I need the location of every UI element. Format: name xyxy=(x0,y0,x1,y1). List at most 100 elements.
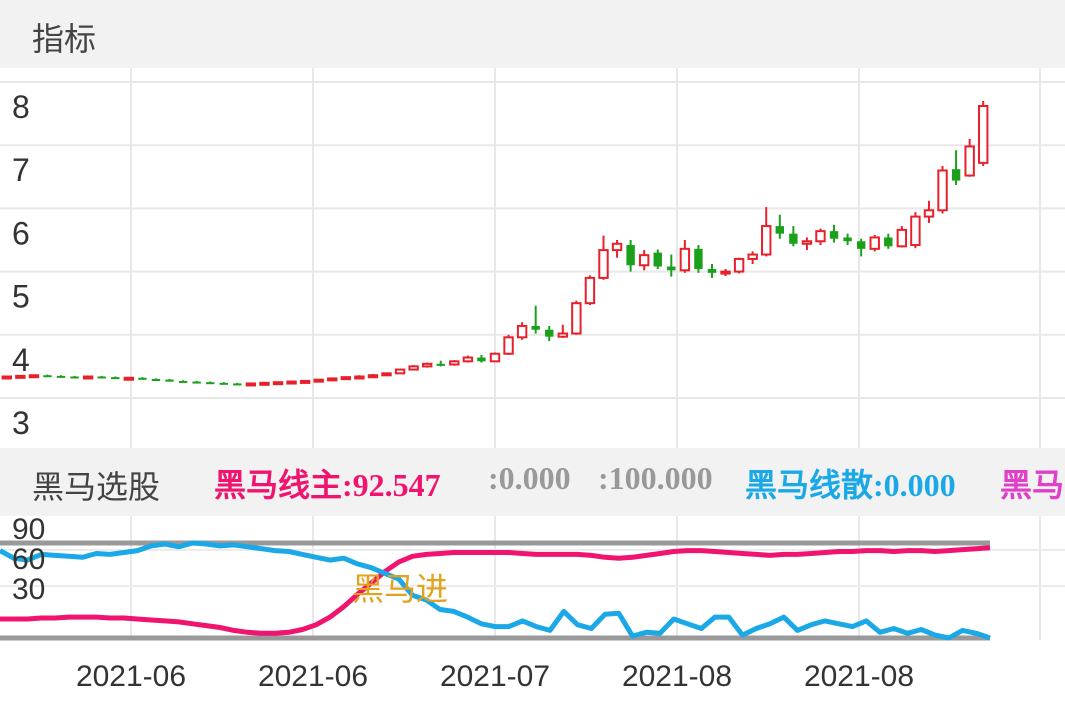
candle-down xyxy=(233,382,242,386)
candle-down xyxy=(436,360,445,367)
candle-body xyxy=(545,329,554,337)
candle-up xyxy=(421,362,433,368)
candle-up xyxy=(354,375,365,380)
candle-up xyxy=(964,138,975,177)
candle-up xyxy=(15,374,26,379)
candle-up xyxy=(28,374,40,379)
candle-down xyxy=(667,254,676,277)
price-y-tick: 6 xyxy=(12,215,30,251)
candle-body xyxy=(408,365,419,371)
candle-body xyxy=(801,240,813,245)
candle-down xyxy=(151,378,161,382)
candle-up xyxy=(584,275,596,306)
candle-body xyxy=(667,266,676,271)
candle-body xyxy=(151,379,161,382)
candle-up xyxy=(449,360,460,366)
legend-scatter-line: 黑马线散:0.000 xyxy=(745,467,956,503)
candle-up xyxy=(123,376,135,381)
date-axis: 2021-06 2021-06 2021-07 2021-08 2021-08 xyxy=(76,660,914,693)
candle-body xyxy=(28,374,40,379)
candle-body xyxy=(327,377,338,382)
candle-down xyxy=(951,150,961,185)
candle-up xyxy=(679,239,691,273)
candle-body xyxy=(82,375,94,380)
price-grid xyxy=(0,68,1065,448)
candle-body xyxy=(178,380,188,383)
candle-up xyxy=(367,373,379,379)
candle-body xyxy=(436,363,445,366)
candle-up xyxy=(638,250,650,271)
price-panel-bg xyxy=(0,68,1065,448)
candle-body xyxy=(679,247,691,272)
candle-body xyxy=(1,375,12,380)
price-y-tick: 4 xyxy=(12,342,30,378)
candle-body xyxy=(56,375,66,378)
candle-up xyxy=(761,207,772,257)
candle-up xyxy=(340,376,352,381)
scatter-line-series xyxy=(0,540,991,641)
candle-up xyxy=(747,251,758,264)
candle-body xyxy=(720,270,731,275)
candle-up xyxy=(82,375,94,380)
candle-up xyxy=(733,257,745,274)
candle-down xyxy=(138,377,147,380)
candle-body xyxy=(761,225,772,256)
legend-zero-line: :0.000 xyxy=(488,460,571,496)
candle-body xyxy=(747,253,758,260)
candle-down xyxy=(192,380,201,384)
candle-down xyxy=(178,380,188,383)
candle-body xyxy=(884,237,893,247)
candle-up xyxy=(557,324,569,338)
candle-body xyxy=(531,325,540,330)
candle-up xyxy=(720,269,731,277)
candle-up xyxy=(611,239,623,258)
legend-hundred-line: :100.000 xyxy=(598,460,713,496)
candle-down xyxy=(206,381,215,385)
candle-body xyxy=(394,368,406,375)
indicator-y-tick: 90 xyxy=(12,513,45,546)
date-tick: 2021-06 xyxy=(76,660,186,693)
candle-body xyxy=(462,356,474,363)
candle-up xyxy=(259,381,270,386)
candle-down xyxy=(829,224,839,243)
candle-body xyxy=(856,241,866,249)
candle-body xyxy=(937,169,948,212)
candle-body xyxy=(489,352,501,363)
candle-body xyxy=(219,382,228,385)
candle-body xyxy=(843,237,852,242)
candle-body xyxy=(829,231,839,239)
candle-body xyxy=(477,357,486,362)
candle-body xyxy=(367,374,379,379)
candle-body xyxy=(259,381,270,386)
price-y-tick: 5 xyxy=(12,279,30,315)
candle-down xyxy=(843,233,852,246)
candle-body xyxy=(775,226,784,234)
candle-body xyxy=(272,381,284,386)
candle-up xyxy=(937,166,948,214)
candle-down xyxy=(56,375,66,378)
candle-down xyxy=(707,264,717,278)
candle-body xyxy=(951,169,961,181)
candle-body xyxy=(97,376,106,379)
candle-body xyxy=(70,376,79,379)
candle-body xyxy=(626,245,635,266)
candle-up xyxy=(571,300,582,335)
candle-body xyxy=(638,254,650,267)
indicator-panel-header: 黑马选股 黑马线主:92.547 :0.000 :100.000 黑马线散:0.… xyxy=(0,448,1065,516)
candle-up xyxy=(923,200,935,223)
main-line-series xyxy=(0,545,991,636)
indicator-y-tick: 60 xyxy=(12,543,45,576)
candle-up xyxy=(394,368,406,375)
indicator-lines xyxy=(0,540,991,641)
candle-up xyxy=(598,235,609,280)
candle-up xyxy=(245,382,257,387)
price-y-tick: 8 xyxy=(12,89,30,125)
candle-down xyxy=(775,214,784,239)
legend-extra-line: 黑马 xyxy=(1000,467,1065,503)
candle-down xyxy=(694,245,703,273)
candle-up xyxy=(978,100,989,167)
candle-body xyxy=(815,230,826,243)
candle-body xyxy=(571,302,582,335)
candle-down xyxy=(43,374,52,378)
